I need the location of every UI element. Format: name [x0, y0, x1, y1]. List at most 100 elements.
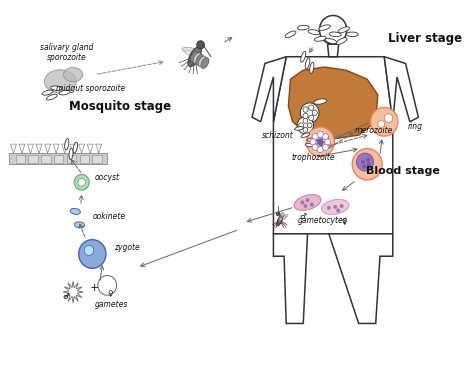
- Polygon shape: [384, 57, 419, 122]
- Bar: [41, 155, 51, 163]
- Circle shape: [378, 120, 385, 128]
- Text: ♂: ♂: [300, 212, 307, 221]
- Text: salivary gland
sporozoite: salivary gland sporozoite: [40, 42, 93, 62]
- Ellipse shape: [301, 133, 310, 137]
- Ellipse shape: [310, 62, 314, 73]
- Circle shape: [334, 205, 337, 209]
- Text: ♂: ♂: [62, 292, 69, 301]
- Text: Mosquito stage: Mosquito stage: [69, 100, 171, 113]
- Polygon shape: [288, 67, 378, 139]
- Circle shape: [303, 118, 308, 123]
- Ellipse shape: [185, 51, 199, 56]
- Circle shape: [310, 139, 316, 145]
- Ellipse shape: [308, 30, 320, 35]
- Circle shape: [312, 133, 318, 139]
- Text: ♀: ♀: [108, 289, 113, 298]
- Ellipse shape: [198, 56, 206, 67]
- Ellipse shape: [294, 194, 321, 210]
- Polygon shape: [273, 57, 393, 234]
- Ellipse shape: [301, 51, 306, 62]
- Circle shape: [304, 204, 307, 208]
- Circle shape: [74, 175, 89, 190]
- Ellipse shape: [297, 25, 309, 30]
- Circle shape: [317, 139, 323, 145]
- Bar: [16, 155, 25, 163]
- Circle shape: [317, 146, 323, 153]
- Circle shape: [371, 107, 398, 136]
- Ellipse shape: [73, 142, 78, 153]
- Ellipse shape: [338, 27, 349, 33]
- Circle shape: [312, 144, 318, 151]
- Ellipse shape: [325, 38, 337, 44]
- Ellipse shape: [280, 214, 283, 218]
- Ellipse shape: [45, 70, 76, 93]
- Circle shape: [303, 107, 308, 112]
- Ellipse shape: [314, 99, 327, 104]
- Ellipse shape: [188, 47, 201, 66]
- Text: Blood stage: Blood stage: [366, 166, 440, 176]
- Ellipse shape: [316, 145, 325, 150]
- Text: schizont: schizont: [262, 131, 294, 140]
- Polygon shape: [329, 234, 393, 324]
- Ellipse shape: [305, 143, 314, 147]
- Bar: [67, 155, 76, 163]
- Ellipse shape: [277, 215, 283, 226]
- Ellipse shape: [285, 31, 296, 38]
- Circle shape: [317, 131, 323, 137]
- Circle shape: [301, 103, 319, 123]
- Text: gametocytes: gametocytes: [298, 216, 347, 225]
- Circle shape: [327, 206, 330, 210]
- Text: ookinete: ookinete: [92, 212, 126, 221]
- Circle shape: [78, 178, 85, 186]
- Circle shape: [276, 212, 280, 216]
- Circle shape: [319, 15, 347, 44]
- Ellipse shape: [319, 25, 330, 30]
- Ellipse shape: [70, 208, 80, 214]
- Ellipse shape: [279, 217, 283, 220]
- Ellipse shape: [64, 139, 69, 150]
- Circle shape: [297, 117, 313, 134]
- Ellipse shape: [50, 86, 62, 90]
- Circle shape: [367, 162, 370, 166]
- Bar: [80, 155, 89, 163]
- Ellipse shape: [307, 138, 316, 141]
- Circle shape: [352, 149, 382, 180]
- Circle shape: [306, 199, 309, 202]
- Ellipse shape: [278, 218, 282, 222]
- Text: trophozoite: trophozoite: [292, 153, 335, 162]
- Circle shape: [310, 203, 313, 207]
- Text: oocyst: oocyst: [94, 173, 119, 182]
- Polygon shape: [9, 153, 107, 164]
- Circle shape: [98, 276, 117, 295]
- Circle shape: [301, 201, 304, 204]
- Ellipse shape: [294, 127, 303, 130]
- Ellipse shape: [314, 140, 322, 144]
- Circle shape: [340, 204, 343, 208]
- Ellipse shape: [320, 137, 328, 142]
- Ellipse shape: [193, 53, 201, 64]
- Circle shape: [309, 115, 314, 121]
- Ellipse shape: [59, 90, 70, 95]
- Ellipse shape: [201, 58, 209, 69]
- Ellipse shape: [74, 222, 85, 228]
- Circle shape: [299, 123, 303, 128]
- Bar: [28, 155, 38, 163]
- Ellipse shape: [64, 68, 83, 82]
- Circle shape: [322, 144, 328, 151]
- Circle shape: [361, 160, 365, 164]
- Circle shape: [366, 158, 370, 162]
- Ellipse shape: [196, 54, 204, 65]
- Ellipse shape: [346, 32, 358, 37]
- Ellipse shape: [329, 32, 341, 37]
- Text: ♀: ♀: [341, 217, 346, 226]
- Text: zygote: zygote: [114, 243, 139, 252]
- Text: midgut sporozoite: midgut sporozoite: [55, 84, 125, 93]
- Circle shape: [363, 165, 366, 168]
- Circle shape: [309, 105, 314, 110]
- Circle shape: [306, 127, 334, 157]
- Ellipse shape: [281, 213, 284, 216]
- Ellipse shape: [280, 216, 286, 221]
- Ellipse shape: [305, 58, 310, 69]
- Ellipse shape: [182, 47, 198, 54]
- Ellipse shape: [42, 90, 53, 95]
